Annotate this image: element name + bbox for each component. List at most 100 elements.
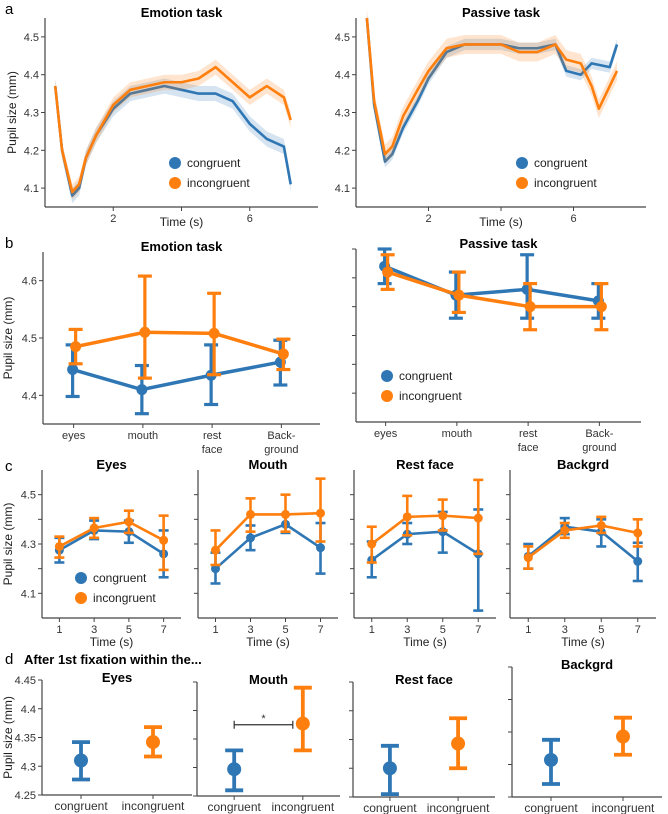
x-tick-label: 6 xyxy=(247,213,253,225)
data-point-incongruent xyxy=(316,508,325,518)
panel-title: Mouth xyxy=(249,457,288,472)
legend-label-congruent: congruent xyxy=(187,156,241,170)
x-tick-label: mouth xyxy=(128,430,159,442)
legend-label-incongruent: incongruent xyxy=(534,176,597,190)
ci-band-incongruent xyxy=(366,8,617,164)
x-tick-label-congruent: congruent xyxy=(207,800,261,814)
chart-b-emotion: Emotion task 4.4 4.5 4.6 Pupil size (mm) eyes… xyxy=(1,239,320,456)
data-point-incongruent xyxy=(277,348,289,360)
chart-c-mouth: Mouth 1 3 5 7 Time (s) xyxy=(194,457,338,649)
y-tick-label: 4.5 xyxy=(335,32,350,44)
chart-d-backgrd: Backgrd congruent incongruent xyxy=(508,657,662,814)
y-tick-label: 4.35 xyxy=(15,733,36,745)
y-tick-label: 4.1 xyxy=(24,183,39,195)
panel-title: Passive task xyxy=(462,5,541,20)
x-tick-label: 1 xyxy=(56,624,62,636)
x-axis-label: Time (s) xyxy=(90,635,134,649)
panel-title: Emotion task xyxy=(141,5,223,20)
chart-c-backgrd: Backgrd 1 3 5 7 Time (s) xyxy=(506,457,656,649)
data-point-congruent xyxy=(67,364,79,376)
data-point-congruent xyxy=(316,543,325,553)
panel-letter-a: a xyxy=(5,1,14,18)
data-point-congruent xyxy=(246,533,255,543)
x-tick-label: 6 xyxy=(570,213,576,225)
data-point-incongruent xyxy=(159,535,169,545)
y-axis-label: Pupil size (mm) xyxy=(1,503,15,586)
y-tick-label: 4.45 xyxy=(15,675,36,687)
y-tick-label: 4.5 xyxy=(22,333,37,345)
x-tick-label: 1 xyxy=(212,624,218,636)
x-tick-label: mouth xyxy=(442,428,473,440)
x-tick-label: 7 xyxy=(161,624,167,636)
x-tick-label-incongruent: incongruent xyxy=(427,801,490,814)
x-axis-label: Time (s) xyxy=(246,635,290,649)
legend-marker-incongruent xyxy=(516,177,528,189)
legend-marker-congruent xyxy=(75,572,87,584)
y-tick-label: 4.3 xyxy=(24,108,39,120)
x-tick-label: 3 xyxy=(404,624,410,636)
data-point-incongruent xyxy=(295,716,310,731)
data-point-incongruent xyxy=(524,301,536,313)
x-tick-label: 1 xyxy=(525,624,531,636)
series-line-incongruent xyxy=(527,524,639,559)
x-tick-label: rest xyxy=(519,428,537,440)
data-point-incongruent xyxy=(367,539,377,549)
x-tick-label: 7 xyxy=(635,624,641,636)
x-tick-label: 2 xyxy=(110,213,116,225)
y-tick-label: 4.1 xyxy=(21,588,36,600)
x-tick-label: 5 xyxy=(282,624,288,636)
x-tick-label: 5 xyxy=(598,624,604,636)
legend-marker-incongruent xyxy=(381,390,393,402)
data-point-incongruent xyxy=(453,289,465,301)
legend-label-incongruent: incongruent xyxy=(399,389,462,403)
data-point-incongruent xyxy=(146,735,160,750)
data-point-incongruent xyxy=(208,327,220,339)
x-tick-label-congruent: congruent xyxy=(363,801,417,814)
series-line-incongruent xyxy=(387,270,602,309)
legend-label-incongruent: incongruent xyxy=(187,176,250,190)
data-point-incongruent xyxy=(139,326,151,338)
x-tick-label: 5 xyxy=(440,624,446,636)
legend-marker-congruent xyxy=(381,370,393,382)
series-line-incongruent xyxy=(75,330,284,356)
series-line-congruent xyxy=(214,522,322,570)
chart-b-passive: Passive task eyes mouth rest face Back-ground… xyxy=(352,236,641,454)
data-point-incongruent xyxy=(596,521,606,530)
series-line-congruent xyxy=(370,530,479,562)
panel-title: Emotion task xyxy=(141,239,223,254)
chart-a-passive: Passive task 4.1 4.2 4.3 4.4 4.5 2 6 Time (s) con… xyxy=(335,5,646,229)
x-tick-label: 2 xyxy=(425,213,431,225)
x-tick-label: 3 xyxy=(91,624,97,636)
legend-label-congruent: congruent xyxy=(399,369,453,383)
panel-title: Rest face xyxy=(396,457,454,472)
significance-star: * xyxy=(261,713,266,725)
series-line-incongruent xyxy=(214,511,321,552)
y-axis-label: Pupil size (mm) xyxy=(5,71,19,154)
chart-d-mouth: Mouth congruent incongruent * xyxy=(193,672,340,814)
data-point-incongruent xyxy=(473,513,483,523)
x-tick-label: ground xyxy=(582,442,616,454)
series-line-incongruent xyxy=(58,520,165,548)
x-tick-label: 1 xyxy=(369,624,375,636)
y-tick-label: 4.1 xyxy=(335,183,350,195)
y-tick-label: 4.4 xyxy=(24,70,39,82)
legend-marker-congruent xyxy=(169,157,181,169)
x-tick-label-incongruent: incongruent xyxy=(122,799,185,813)
legend-marker-incongruent xyxy=(75,592,87,604)
y-tick-label: 4.3 xyxy=(21,539,36,551)
panel-d-suptitle: After 1st fixation within the... xyxy=(24,652,202,667)
series-line-congruent xyxy=(383,264,599,303)
legend-label-congruent: congruent xyxy=(93,571,147,585)
data-point-incongruent xyxy=(246,509,255,519)
x-tick-label: 7 xyxy=(475,624,481,636)
data-point-congruent xyxy=(382,761,397,776)
data-point-incongruent xyxy=(89,523,99,533)
chart-c-eyes: Eyes 4.1 4.3 4.5 Pupil size (mm) 1 3 5 7 Time (s)… xyxy=(1,457,181,649)
chart-d-restface: Rest face congruent incongruent xyxy=(349,672,495,814)
data-point-incongruent xyxy=(211,545,220,555)
data-point-congruent xyxy=(211,564,220,574)
data-point-incongruent xyxy=(523,553,533,563)
x-axis-label: Time (s) xyxy=(403,635,447,649)
data-point-incongruent xyxy=(560,525,570,535)
panel-title: Passive task xyxy=(459,236,538,251)
